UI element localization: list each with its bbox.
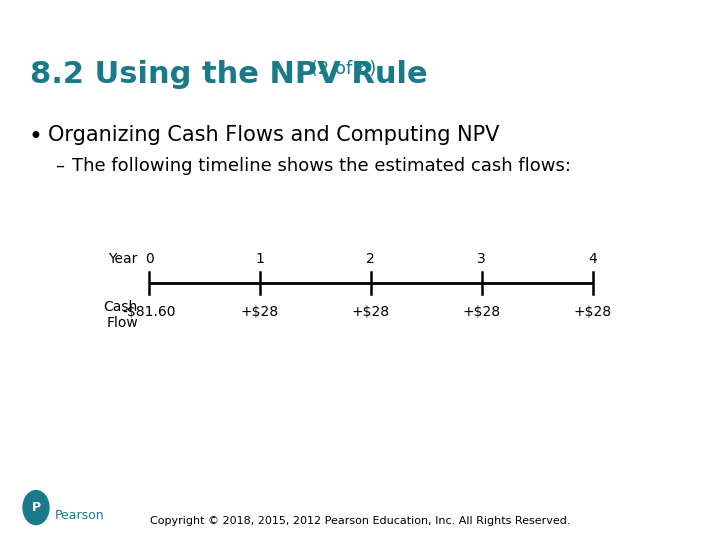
Text: 4: 4 [588, 252, 597, 266]
Text: 2: 2 [366, 252, 375, 266]
Text: +$28: +$28 [574, 305, 611, 319]
Text: –: – [55, 157, 64, 175]
Text: •: • [28, 125, 42, 149]
Text: Organizing Cash Flows and Computing NPV: Organizing Cash Flows and Computing NPV [48, 125, 500, 145]
Circle shape [23, 490, 49, 525]
Text: Pearson: Pearson [55, 509, 104, 522]
Text: Flow: Flow [107, 316, 138, 330]
Text: +$28: +$28 [352, 305, 390, 319]
Text: (2 of 6): (2 of 6) [305, 60, 377, 78]
Text: P: P [32, 501, 40, 514]
Text: -$81.60: -$81.60 [122, 305, 176, 319]
Text: The following timeline shows the estimated cash flows:: The following timeline shows the estimat… [72, 157, 571, 175]
Text: 0: 0 [145, 252, 153, 266]
Text: +$28: +$28 [463, 305, 500, 319]
Text: +$28: +$28 [241, 305, 279, 319]
Text: Cash: Cash [104, 300, 138, 314]
Text: Copyright © 2018, 2015, 2012 Pearson Education, Inc. All Rights Reserved.: Copyright © 2018, 2015, 2012 Pearson Edu… [150, 516, 570, 526]
Text: 3: 3 [477, 252, 486, 266]
Text: 8.2 Using the NPV Rule: 8.2 Using the NPV Rule [30, 60, 428, 89]
Text: Year: Year [109, 252, 138, 266]
Text: 1: 1 [256, 252, 264, 266]
